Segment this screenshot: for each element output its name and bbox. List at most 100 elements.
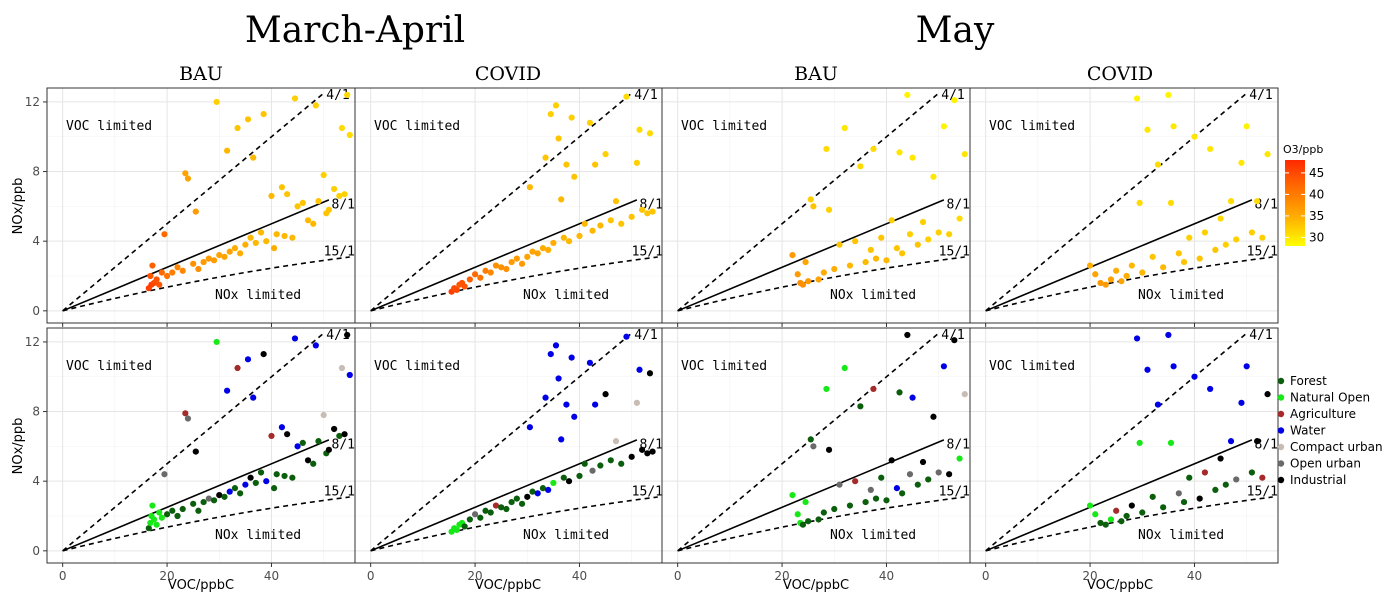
- data-point: [150, 516, 158, 523]
- data-point: [545, 486, 552, 493]
- x-tick-label: 0: [674, 569, 682, 583]
- data-point: [503, 265, 510, 273]
- data-point: [145, 525, 152, 532]
- nox-limited-label: NOx limited: [215, 528, 301, 543]
- data-point: [870, 385, 877, 393]
- data-point: [836, 241, 843, 248]
- legend-swatch: [1277, 476, 1285, 484]
- data-point: [487, 509, 494, 516]
- data-point: [250, 154, 257, 161]
- data-point: [878, 234, 885, 241]
- data-point: [618, 220, 625, 227]
- data-point: [1154, 401, 1162, 408]
- data-point: [1196, 255, 1203, 262]
- data-point: [344, 331, 351, 339]
- data-point: [867, 246, 874, 253]
- data-point: [224, 147, 231, 154]
- data-point: [872, 495, 880, 502]
- data-point: [1196, 495, 1203, 502]
- data-point: [1102, 521, 1109, 528]
- data-point: [163, 272, 171, 280]
- data-point: [195, 507, 202, 514]
- data-point: [560, 474, 567, 481]
- data-point: [789, 492, 796, 499]
- data-point: [299, 199, 306, 206]
- x-axis-title-1: VOC/ppbC: [168, 578, 234, 593]
- data-point: [904, 331, 911, 339]
- data-point: [872, 255, 880, 262]
- data-point: [563, 401, 570, 408]
- data-point: [190, 260, 197, 267]
- data-point: [213, 338, 220, 346]
- data-point: [1102, 281, 1109, 288]
- legend-label: Open urban: [1290, 457, 1361, 471]
- voc-limited-label: VOC limited: [989, 119, 1075, 134]
- data-point: [597, 222, 604, 229]
- x-axis-title-4: VOC/ppbC: [1087, 578, 1153, 593]
- data-point: [242, 481, 249, 488]
- data-point: [794, 271, 801, 278]
- voc-limited-label: VOC limited: [66, 119, 152, 134]
- voc-limited-label: VOC limited: [681, 119, 767, 134]
- data-point: [237, 250, 244, 257]
- data-point: [1180, 258, 1188, 266]
- data-point: [1160, 504, 1167, 511]
- ratio-label-15-1: 15/1: [939, 245, 970, 260]
- data-point: [270, 245, 278, 252]
- ratio-label-8-1: 8/1: [947, 438, 970, 453]
- data-point: [182, 410, 189, 417]
- data-point: [153, 521, 160, 528]
- data-point: [1139, 509, 1146, 516]
- data-point: [1136, 439, 1143, 446]
- data-point: [331, 185, 338, 193]
- data-point: [278, 184, 286, 191]
- data-point: [252, 239, 259, 247]
- data-point: [1165, 91, 1172, 99]
- data-point: [883, 257, 890, 264]
- data-point: [210, 497, 218, 504]
- ratio-label-8-1: 8/1: [1255, 438, 1278, 453]
- data-point: [310, 460, 317, 467]
- ratio-label-8-1: 8/1: [947, 198, 970, 213]
- data-point: [466, 516, 473, 523]
- data-point: [649, 208, 656, 215]
- data-point: [930, 173, 937, 180]
- data-point: [252, 479, 259, 487]
- data-point: [550, 479, 557, 487]
- data-point: [291, 95, 299, 102]
- data-point: [639, 206, 646, 213]
- x-tick-label: 40: [264, 569, 279, 583]
- data-point: [623, 93, 630, 100]
- ref-line-4-1: [677, 332, 940, 552]
- ref-line-8-1: [370, 199, 638, 312]
- legend-item: Natural Open: [1277, 391, 1370, 405]
- data-point: [1207, 145, 1214, 153]
- nox-limited-label: NOx limited: [1138, 528, 1224, 543]
- data-point: [289, 474, 296, 481]
- data-point: [1097, 519, 1104, 527]
- ratio-label-15-1: 15/1: [324, 485, 355, 500]
- data-point: [247, 474, 254, 481]
- data-point: [906, 231, 914, 238]
- x-tick-label: 0: [367, 569, 375, 583]
- ratio-label-4-1: 4/1: [941, 328, 964, 343]
- data-point: [1191, 133, 1198, 140]
- data-point: [1222, 481, 1229, 488]
- panel-background: [355, 328, 663, 563]
- data-point: [192, 448, 199, 455]
- data-point: [226, 488, 233, 495]
- data-point: [565, 478, 573, 485]
- data-point: [581, 220, 588, 227]
- data-point: [602, 391, 609, 398]
- ref-line-8-1: [677, 439, 945, 552]
- data-point: [161, 471, 168, 478]
- data-point: [612, 438, 620, 445]
- data-point: [589, 227, 596, 234]
- data-point: [221, 253, 228, 260]
- voc-limited-label: VOC limited: [681, 359, 767, 374]
- data-point: [1227, 438, 1235, 445]
- data-point: [558, 196, 565, 203]
- data-point: [919, 218, 927, 226]
- ref-line-4-1: [62, 332, 325, 552]
- legend-item: Forest: [1277, 374, 1327, 388]
